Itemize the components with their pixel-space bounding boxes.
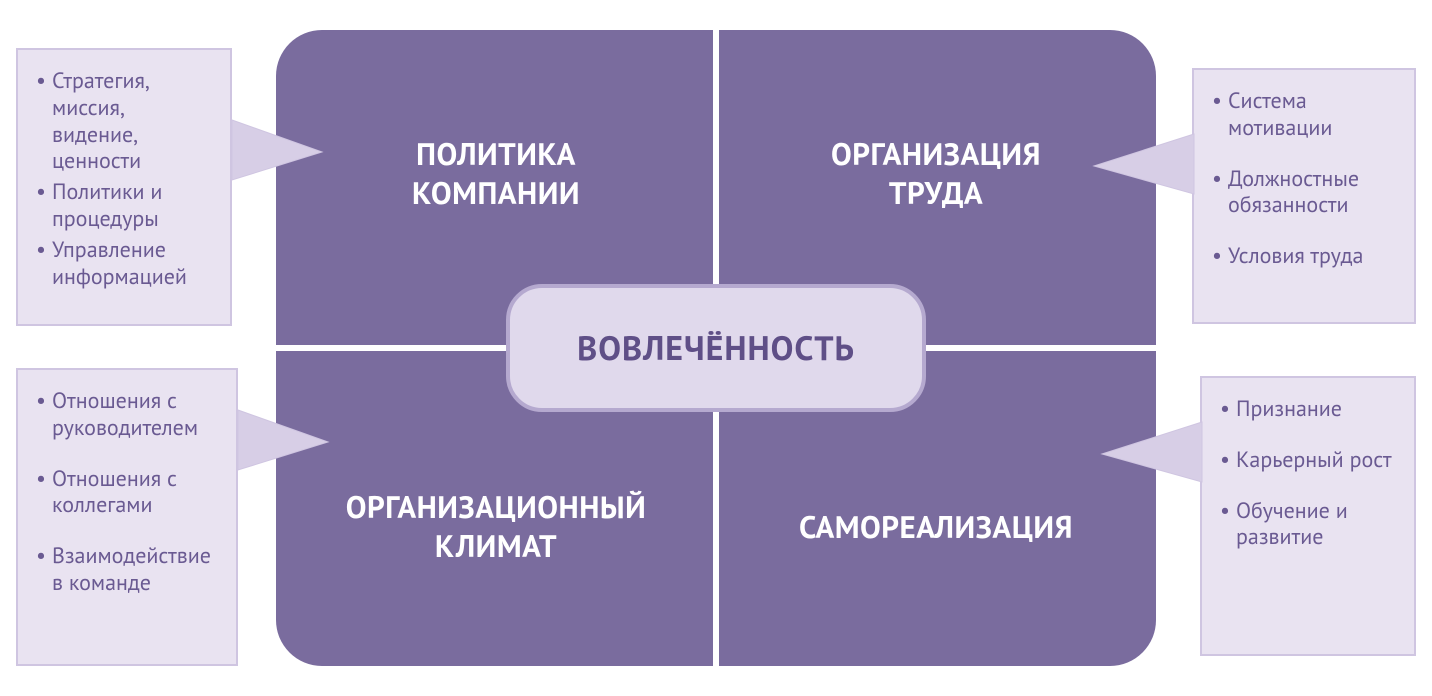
center-pill: ВОВЛЕЧЁННОСТЬ <box>506 284 926 412</box>
list-item: Отношения с руководителем <box>36 388 218 442</box>
list-item: Признание <box>1220 396 1396 423</box>
callout-bl: Отношения с руководителем Отношения с ко… <box>16 368 238 666</box>
callout-tr: Система мотивации Должностные обязанност… <box>1192 68 1416 324</box>
list-item: Отношения с коллегами <box>36 466 218 520</box>
list-item: Управление информацией <box>36 237 212 291</box>
diagram-canvas: ПОЛИТИКА КОМПАНИИ ОРГАНИЗАЦИЯ ТРУДА ОРГА… <box>0 0 1432 696</box>
list-item: Взаимодействие в команде <box>36 543 218 597</box>
callout-tr-list: Система мотивации Должностные обязанност… <box>1212 88 1396 270</box>
quadrant-tr-label: ОРГАНИЗАЦИЯ ТРУДА <box>831 135 1041 213</box>
callout-br: Признание Карьерный рост Обучение и разв… <box>1200 376 1416 656</box>
list-item: Условия труда <box>1212 243 1396 270</box>
list-item: Должностные обязанности <box>1212 166 1396 220</box>
list-item: Обучение и развитие <box>1220 498 1396 552</box>
list-item: Стратегия, миссия, видение, ценности <box>36 68 212 175</box>
quadrant-br-label: САМОРЕАЛИЗАЦИЯ <box>799 508 1073 547</box>
callout-tl-list: Стратегия, миссия, видение, ценности Пол… <box>36 68 212 291</box>
list-item: Система мотивации <box>1212 88 1396 142</box>
quadrant-tl-label: ПОЛИТИКА КОМПАНИИ <box>412 135 580 213</box>
list-item: Политики и процедуры <box>36 179 212 233</box>
quadrant-block: ПОЛИТИКА КОМПАНИИ ОРГАНИЗАЦИЯ ТРУДА ОРГА… <box>276 30 1156 666</box>
list-item: Карьерный рост <box>1220 447 1396 474</box>
quadrant-bl-label: ОРГАНИЗАЦИОННЫЙ КЛИМАТ <box>346 488 647 566</box>
callout-br-list: Признание Карьерный рост Обучение и разв… <box>1220 396 1396 551</box>
callout-tl: Стратегия, миссия, видение, ценности Пол… <box>16 48 232 326</box>
center-label: ВОВЛЕЧЁННОСТЬ <box>577 326 855 370</box>
callout-bl-list: Отношения с руководителем Отношения с ко… <box>36 388 218 597</box>
